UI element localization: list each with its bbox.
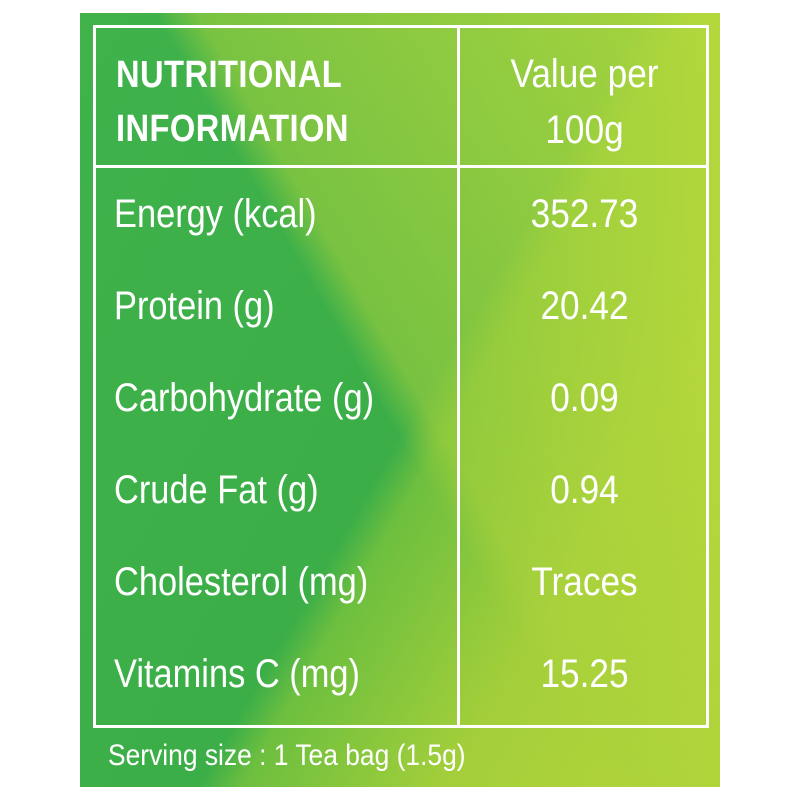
nutrition-table: NUTRITIONAL INFORMATION Value per 100g E… [93,25,709,728]
nutrient-value: 352.73 [530,192,639,236]
value-header-line2: 100g [545,108,624,152]
nutrient-label: Carbohydrate (g) [114,376,375,420]
nutrient-value: 0.94 [550,468,619,512]
nutrient-label: Vitamins C (mg) [114,652,360,696]
nutrition-panel: NUTRITIONAL INFORMATION Value per 100g E… [80,13,720,787]
table-row: Protein (g) 20.42 [96,260,706,352]
header-divider [96,165,706,168]
nutrient-column-header: NUTRITIONAL INFORMATION [116,48,400,156]
nutrient-label: Crude Fat (g) [114,468,319,512]
table-row: Carbohydrate (g) 0.09 [96,352,706,444]
nutrient-label: Cholesterol (mg) [114,560,369,604]
nutrient-value: 20.42 [540,284,629,328]
table-row: Energy (kcal) 352.73 [96,168,706,260]
value-column-header: Value per 100g [475,46,694,158]
table-row: Crude Fat (g) 0.94 [96,444,706,536]
nutrient-header-line2: INFORMATION [116,108,349,150]
nutrient-label: Protein (g) [114,284,275,328]
nutrient-label: Energy (kcal) [114,192,317,236]
nutrient-header-line1: NUTRITIONAL [116,54,343,96]
nutrient-value: 0.09 [550,376,619,420]
serving-size-text: Serving size : 1 Tea bag (1.5g) [108,739,466,772]
nutrient-value: Traces [531,560,638,604]
column-divider [457,28,460,725]
value-header-line1: Value per [510,52,659,96]
table-row: Cholesterol (mg) Traces [96,536,706,628]
table-row: Vitamins C (mg) 15.25 [96,628,706,720]
nutrient-value: 15.25 [540,652,629,696]
